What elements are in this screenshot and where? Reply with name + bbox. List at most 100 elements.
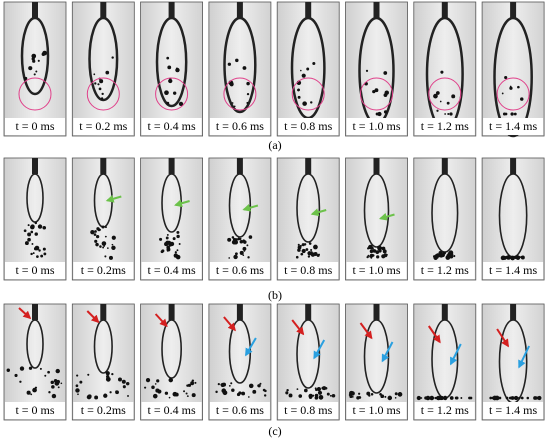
jet-body [88, 16, 119, 102]
droplet [168, 396, 171, 399]
droplet [308, 395, 313, 399]
droplet [312, 394, 315, 397]
droplet [6, 368, 10, 372]
droplet [127, 395, 129, 397]
label-box [73, 118, 134, 135]
blue-arrow [449, 343, 462, 366]
droplet [509, 85, 512, 88]
droplet [438, 251, 443, 255]
droplet [24, 76, 28, 81]
droplet [301, 248, 306, 254]
time-label: t = 0.4 ms [148, 263, 196, 277]
droplet [370, 392, 374, 396]
droplet [520, 255, 523, 259]
droplet [104, 226, 107, 229]
droplet [30, 252, 33, 256]
frame: t = 0.6 ms [208, 303, 272, 421]
droplet [109, 391, 112, 394]
droplet [326, 392, 330, 396]
droplet [111, 373, 114, 376]
frame-image [71, 1, 135, 137]
droplet [374, 88, 379, 93]
droplet [42, 225, 47, 230]
needle [373, 158, 380, 174]
droplet [242, 239, 246, 242]
droplet [32, 252, 35, 255]
droplet [252, 389, 257, 394]
droplet [449, 112, 453, 116]
droplet [94, 230, 97, 233]
droplet [300, 252, 304, 256]
droplet [372, 249, 377, 253]
droplet [93, 233, 97, 236]
droplet [450, 252, 454, 256]
droplet [40, 254, 44, 258]
needle [100, 158, 107, 174]
needle [236, 2, 243, 18]
label-box [414, 402, 475, 419]
droplet [33, 247, 38, 251]
droplet [296, 388, 299, 391]
blue-arrow [381, 341, 394, 363]
droplet [166, 240, 172, 245]
droplet [37, 224, 43, 229]
droplet [351, 396, 354, 398]
droplet [217, 383, 220, 386]
droplet [439, 100, 442, 103]
highlight-circle [496, 77, 530, 111]
frame: t = 0.6 ms [208, 1, 272, 137]
droplet [535, 396, 539, 400]
droplet [313, 244, 318, 250]
droplet [318, 394, 324, 400]
droplet [513, 112, 517, 116]
droplet [228, 384, 231, 387]
droplet [440, 70, 444, 74]
droplet [469, 396, 473, 400]
droplet [32, 387, 37, 393]
frame-image [481, 1, 545, 137]
red-arrow [359, 322, 373, 340]
highlight-circle [428, 77, 462, 111]
droplet [241, 391, 246, 396]
droplet [28, 366, 33, 370]
frame: t = 1.2 ms [413, 157, 477, 281]
frame-image [3, 1, 67, 137]
droplet [227, 237, 232, 242]
panel-caption: (b) [268, 288, 282, 302]
droplet [108, 255, 113, 260]
droplet [247, 256, 250, 259]
blue-arrow [313, 339, 326, 360]
droplet [164, 90, 169, 96]
time-label: t = 0.8 ms [284, 119, 332, 133]
droplet [95, 242, 99, 247]
droplet [246, 101, 249, 104]
green-arrow [378, 212, 395, 221]
droplet [105, 70, 110, 75]
droplet [520, 97, 524, 101]
frame-image [140, 303, 204, 421]
droplet [239, 250, 244, 255]
droplet [176, 234, 180, 239]
droplet [526, 396, 530, 400]
label-box [73, 402, 134, 419]
droplet [447, 112, 450, 116]
time-label: t = 0.8 ms [284, 263, 332, 277]
frame-image [413, 157, 477, 281]
needle [510, 158, 517, 174]
droplet [436, 395, 441, 401]
droplet [384, 395, 387, 398]
droplet [512, 396, 516, 400]
droplet [166, 245, 171, 250]
droplet [510, 112, 514, 116]
droplet [79, 380, 83, 384]
droplet [42, 247, 46, 251]
droplet [51, 393, 57, 399]
blue-arrow [245, 337, 257, 357]
panel-caption: (a) [268, 138, 281, 152]
droplet [75, 388, 80, 393]
droplet [446, 101, 450, 105]
droplet [443, 251, 447, 255]
droplet [176, 230, 180, 234]
droplet [160, 250, 164, 254]
droplet [433, 93, 438, 99]
